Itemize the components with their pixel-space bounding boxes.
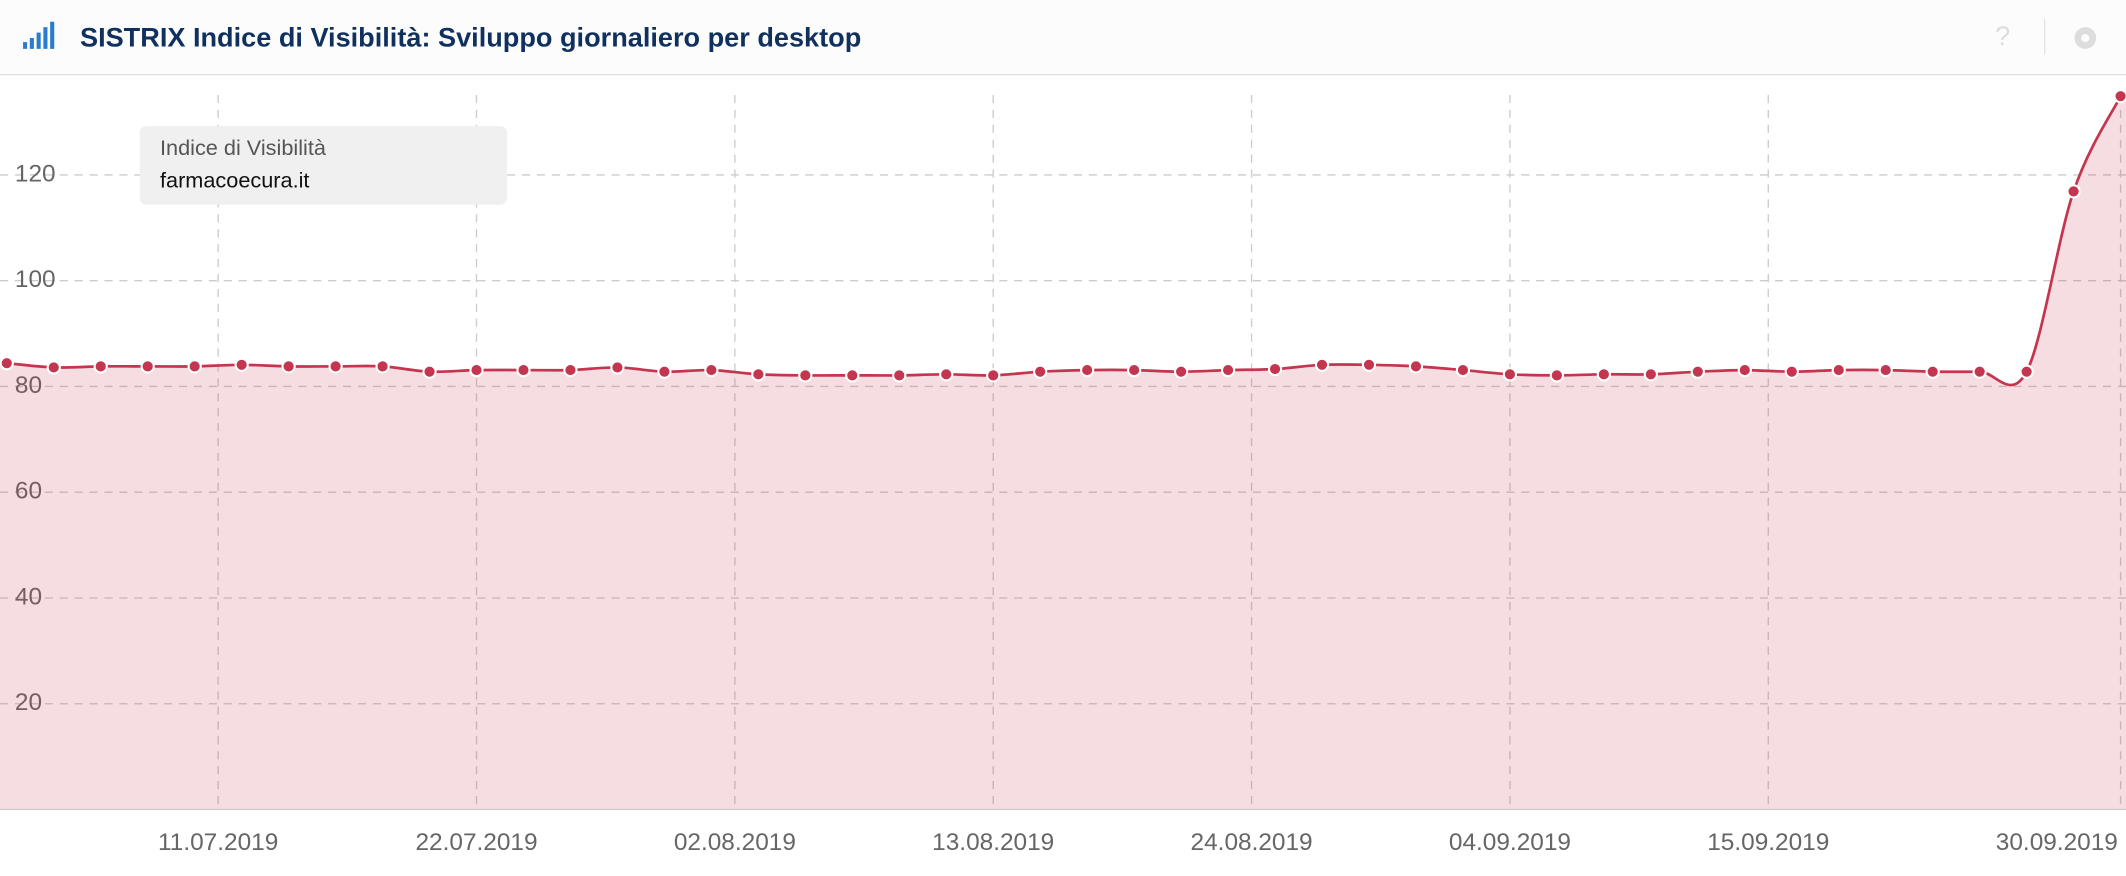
point <box>422 364 437 379</box>
point <box>563 362 578 378</box>
point <box>1643 367 1658 382</box>
point <box>1549 368 1565 383</box>
legend-box <box>139 126 508 205</box>
x-tick-label: 04.09.2019 <box>1449 829 1571 856</box>
point <box>1173 364 1189 379</box>
x-tick-label: 02.08.2019 <box>674 829 796 856</box>
point <box>1408 359 1424 374</box>
point <box>1831 362 1846 378</box>
point <box>93 359 108 374</box>
point <box>2066 184 2081 199</box>
help-icon[interactable]: ? <box>1995 20 2010 51</box>
plot: 20 40 60 80 100 120 11.07.2019 22.07.2019 02.08.… <box>0 89 2126 856</box>
point <box>704 362 719 378</box>
point <box>46 360 61 375</box>
point <box>657 364 672 379</box>
point <box>1925 364 1940 379</box>
x-tick-label: 13.08.2019 <box>932 829 1054 856</box>
point <box>1361 357 1377 372</box>
point <box>2113 89 2126 104</box>
x-tick-label: 15.09.2019 <box>1707 829 1829 856</box>
point <box>1033 364 1048 379</box>
point <box>0 356 14 371</box>
point <box>281 359 296 374</box>
point <box>892 368 907 383</box>
y-tick-label: 20 <box>15 689 42 716</box>
point <box>751 367 766 382</box>
legend-title: Indice di Visibilità <box>160 135 327 160</box>
point <box>469 362 484 378</box>
point <box>2019 364 2034 379</box>
point <box>798 368 813 383</box>
point <box>1502 367 1518 382</box>
point <box>986 368 1001 383</box>
x-tick-label: 24.08.2019 <box>1191 829 1313 856</box>
legend-entry: farmacoecura.it <box>160 167 309 192</box>
point <box>1080 362 1095 378</box>
point <box>1220 362 1236 378</box>
point <box>845 368 860 383</box>
point <box>1314 357 1330 372</box>
y-tick-label: 80 <box>15 372 42 399</box>
area <box>0 96 2126 810</box>
chart-icon <box>23 21 55 49</box>
point <box>1455 362 1471 378</box>
header-bar <box>0 0 2126 75</box>
y-tick-label: 100 <box>15 266 56 293</box>
point <box>939 367 954 382</box>
point <box>516 362 531 378</box>
title: SISTRIX Indice di Visibilità: Sviluppo g… <box>80 22 861 53</box>
point <box>187 359 202 374</box>
point <box>1784 364 1799 379</box>
x-tick-label: 11.07.2019 <box>158 829 278 856</box>
point <box>1737 362 1752 378</box>
point <box>375 359 390 374</box>
x-tick-label: 30.09.2019 <box>1996 829 2118 856</box>
x-tick-label: 22.07.2019 <box>415 829 537 856</box>
point <box>1972 364 1987 379</box>
point <box>1690 364 1705 379</box>
point <box>610 360 625 375</box>
point <box>234 357 249 372</box>
y-tick-label: 60 <box>15 478 42 505</box>
settings-icon[interactable] <box>2074 27 2097 49</box>
point <box>140 359 155 374</box>
y-tick-label: 40 <box>15 583 42 610</box>
y-tick-label: 120 <box>15 160 56 187</box>
point <box>1267 361 1283 377</box>
point <box>1878 362 1893 378</box>
point <box>328 359 343 374</box>
point <box>1596 367 1611 382</box>
point <box>1127 362 1142 378</box>
